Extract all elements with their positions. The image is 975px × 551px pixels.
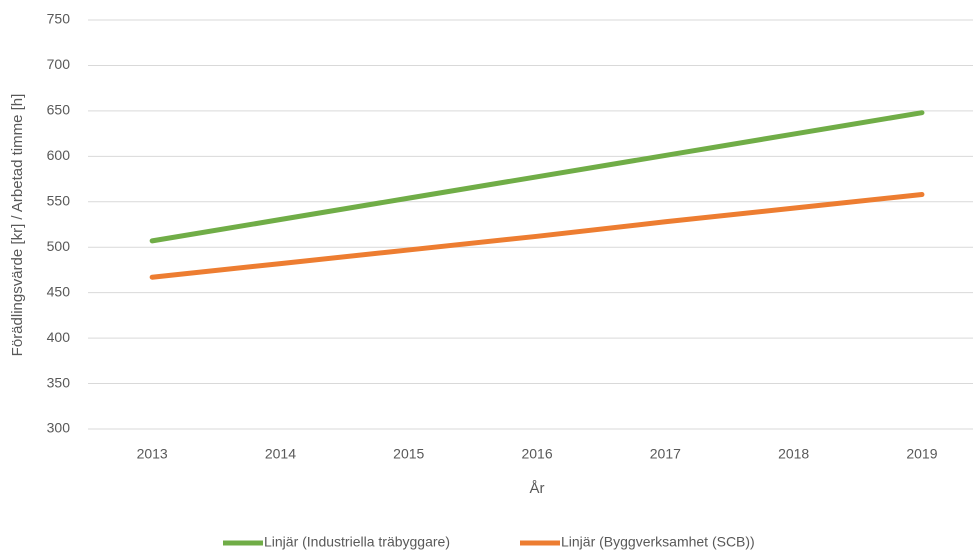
y-tick-label: 350 (47, 374, 71, 390)
y-axis-label: Förädlingsvärde [kr] / Arbetad timme [h] (9, 94, 26, 357)
y-tick-label: 750 (47, 11, 71, 27)
line-series (149, 192, 925, 280)
legend-label: Linjär (Industriella träbyggare) (264, 534, 450, 550)
legend-label: Linjär (Byggverksamhet (SCB)) (561, 534, 755, 550)
y-tick-label: 450 (47, 283, 71, 299)
y-tick-label: 550 (47, 192, 71, 208)
y-tick-label: 300 (47, 420, 71, 436)
x-tick-label: 2018 (778, 446, 809, 462)
x-tick-label: 2013 (137, 446, 168, 462)
x-tick-label: 2019 (906, 446, 937, 462)
y-tick-label: 650 (47, 102, 71, 118)
x-axis-label: År (530, 480, 545, 497)
line-series (149, 110, 925, 244)
x-tick-label: 2014 (265, 446, 296, 462)
x-tick-label: 2016 (521, 446, 552, 462)
y-tick-label: 500 (47, 238, 71, 254)
y-tick-label: 600 (47, 147, 71, 163)
y-tick-label: 700 (47, 56, 71, 72)
x-tick-label: 2017 (650, 446, 681, 462)
x-tick-label: 2015 (393, 446, 424, 462)
y-tick-label: 400 (47, 329, 71, 345)
